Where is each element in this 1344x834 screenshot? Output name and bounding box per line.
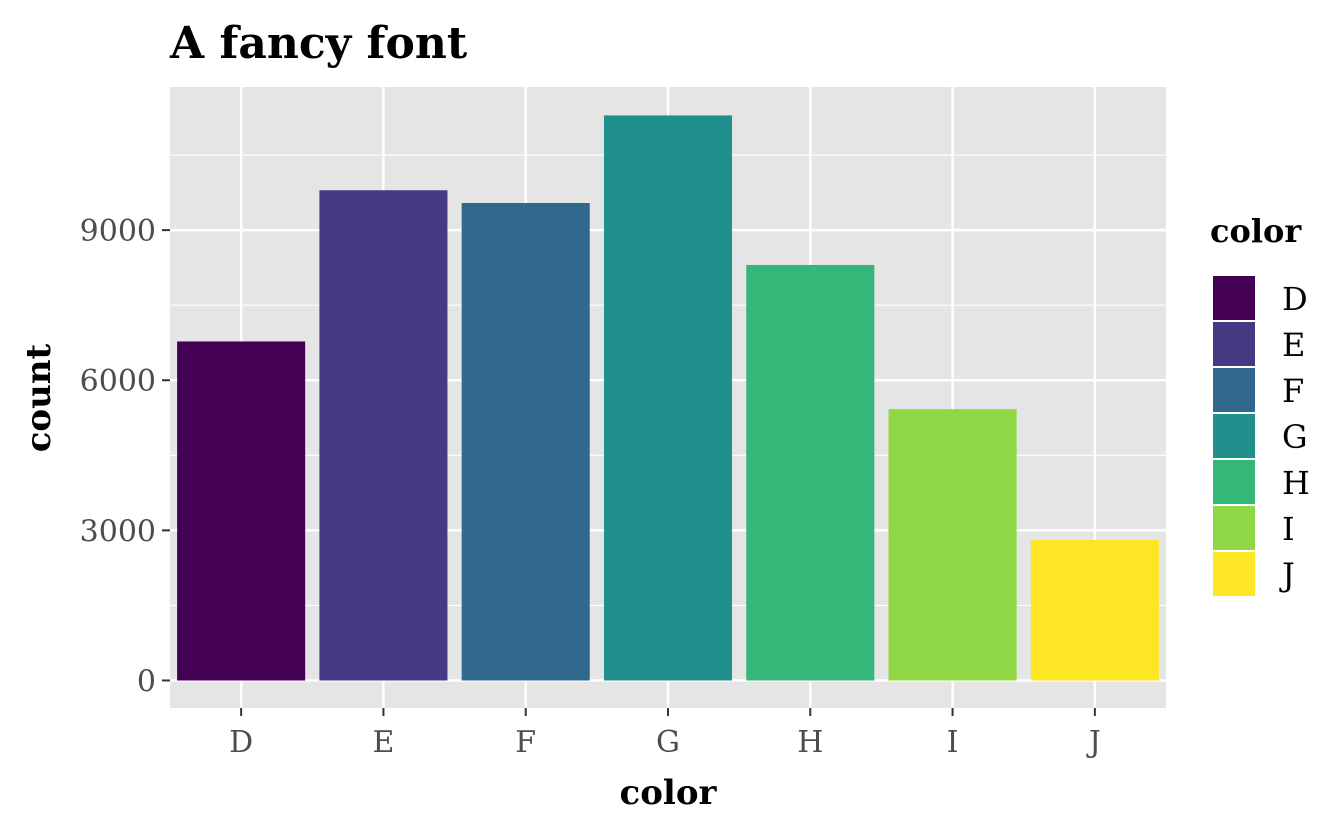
bar-e [319,190,448,681]
bar-i [888,409,1017,681]
bars [177,115,1159,681]
x-tick-label: D [229,725,253,760]
y-axis-title: count [19,343,59,452]
bar-g [603,115,733,681]
legend-label: I [1282,510,1295,548]
legend-label: J [1279,556,1295,594]
legend-key-h [1211,458,1257,506]
legend-key-i [1211,504,1257,552]
x-tick-label: J [1086,725,1101,760]
x-axis: D E F G H I J [229,708,1101,760]
legend-label: E [1282,326,1305,364]
legend-title: color [1210,212,1302,250]
legend-label: H [1282,464,1310,502]
legend-label: G [1282,418,1308,456]
y-tick-label: 6000 [80,364,156,399]
x-tick-label: I [947,725,959,760]
x-tick-label: H [797,725,823,760]
bar-j [1030,539,1159,681]
y-tick-label: 9000 [80,214,156,249]
legend-label: D [1282,280,1308,318]
bar-f [461,202,590,681]
x-tick-label: G [656,725,680,760]
bar-d [177,341,306,681]
y-axis: 0 3000 6000 9000 [80,214,170,699]
y-tick-label: 0 [137,664,156,699]
bar-h [746,264,875,681]
legend-key-f [1211,366,1257,414]
legend-key-g [1211,412,1257,460]
x-axis-title: color [620,773,718,813]
legend-key-j [1211,550,1257,598]
legend-label: F [1282,372,1304,410]
legend-key-d [1211,274,1257,322]
x-tick-label: E [372,725,394,760]
chart-title: A fancy font [169,18,468,69]
legend-key-e [1211,320,1257,368]
x-tick-label: F [515,725,536,760]
y-tick-label: 3000 [80,514,156,549]
